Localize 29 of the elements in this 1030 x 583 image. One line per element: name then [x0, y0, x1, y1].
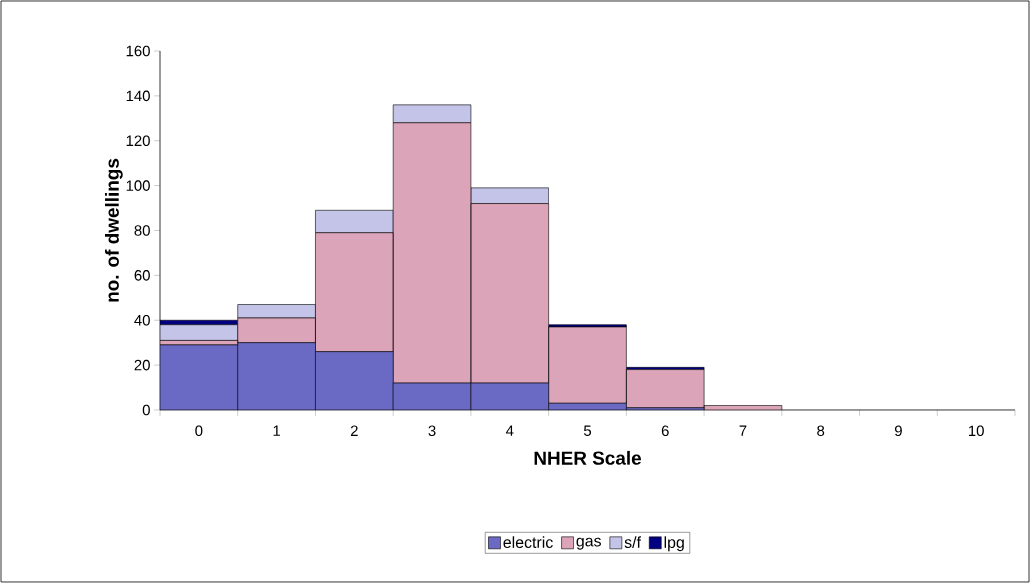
- y-tick-label: 60: [134, 270, 150, 281]
- y-axis-title: no. of dwellings: [104, 158, 123, 302]
- bar: [315, 209, 394, 234]
- x-tick-label: 4: [505, 425, 514, 436]
- x-tick-label: 1: [273, 425, 281, 436]
- x-tick-label: 0: [195, 425, 203, 437]
- x-tick-label: 10: [968, 425, 984, 437]
- x-tick-label: 9: [894, 425, 902, 437]
- x-tick-label: 5: [583, 425, 592, 436]
- x-tick-label: 2: [350, 425, 358, 436]
- legend-label: s/f: [624, 536, 641, 548]
- y-tick-label: 100: [126, 180, 150, 191]
- y-tick-label: 120: [126, 135, 150, 147]
- legend-label: electric: [503, 536, 553, 548]
- y-tick-label: 80: [134, 225, 150, 236]
- legend-label: gas: [576, 537, 601, 550]
- x-tick-label: 8: [817, 425, 825, 437]
- y-tick-label: 20: [134, 359, 150, 371]
- bar: [392, 104, 472, 124]
- y-tick-label: 160: [126, 45, 150, 57]
- y-tick-label: 0: [142, 404, 150, 416]
- y-tick-label: 140: [126, 90, 150, 102]
- legend-label: lpg: [664, 536, 684, 552]
- bar: [160, 324, 239, 341]
- x-tick-label: 7: [739, 425, 747, 436]
- x-tick-label: 6: [661, 425, 669, 437]
- y-tick-label: 40: [134, 314, 150, 326]
- x-tick-label: 3: [428, 425, 436, 437]
- x-axis-title: NHER Scale: [534, 450, 642, 465]
